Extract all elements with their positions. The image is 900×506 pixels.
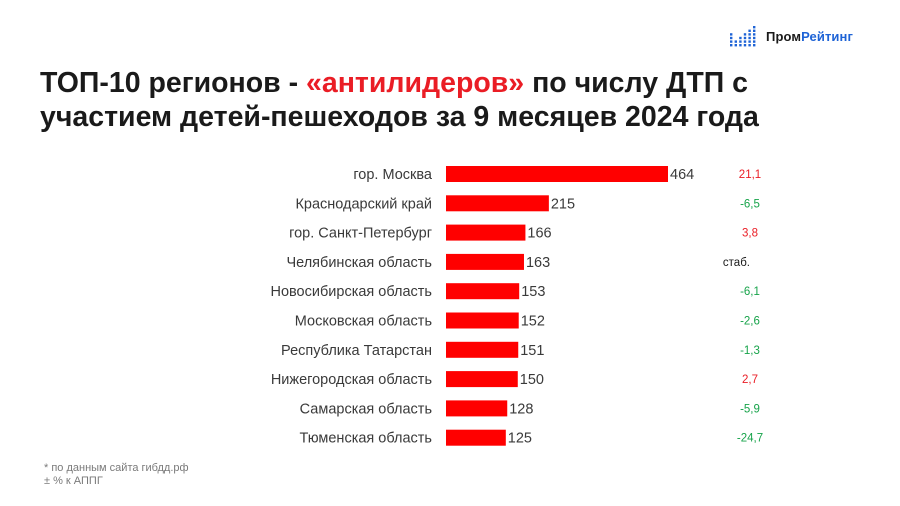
logo-dot <box>753 36 756 40</box>
bar <box>446 429 506 446</box>
bar <box>446 341 519 358</box>
brand-logo: ПромРейтинг <box>728 24 853 48</box>
change-label: стаб. <box>723 257 750 269</box>
value-label: 215 <box>551 196 575 212</box>
footnote-source: * по данным сайта гибдд.рф <box>44 462 189 474</box>
logo-dot <box>734 44 737 47</box>
logo-dot <box>753 40 756 43</box>
value-label: 125 <box>508 431 532 447</box>
logo-dot <box>739 36 742 40</box>
logo-dot <box>743 44 747 47</box>
change-label: -5,9 <box>740 403 760 415</box>
change-label: -6,5 <box>740 198 760 210</box>
change-label: -6,1 <box>740 286 760 298</box>
category-label: Нижегородская область <box>271 372 432 388</box>
logo-dot <box>753 44 756 47</box>
logo-dot <box>730 36 733 40</box>
bar <box>446 224 526 241</box>
change-label: 3,8 <box>742 228 758 240</box>
logo-dot <box>743 36 747 40</box>
value-label: 151 <box>520 343 544 359</box>
category-label: Тюменская область <box>299 431 432 447</box>
logo-dot <box>748 29 751 32</box>
value-label: 163 <box>526 255 550 271</box>
bar <box>446 371 518 388</box>
bar <box>446 166 668 182</box>
logo-dot <box>748 40 751 43</box>
logo-dot <box>753 26 756 29</box>
logo-dot <box>730 40 733 43</box>
category-label: Новосибирская область <box>270 284 432 300</box>
logo-dot <box>743 40 747 43</box>
change-label: -1,3 <box>740 345 760 357</box>
logo-dot <box>748 33 751 36</box>
category-label: Челябинская область <box>286 255 432 271</box>
bar <box>446 283 520 300</box>
change-label: -2,6 <box>740 316 760 328</box>
footnote-change-legend: ± % к АППГ <box>44 475 103 487</box>
bar <box>446 195 549 212</box>
category-label: Краснодарский край <box>295 196 432 212</box>
logo-dot <box>734 40 737 43</box>
change-label: -24,7 <box>737 433 763 445</box>
title-part1: ТОП-10 регионов - <box>40 67 306 99</box>
logo-dot <box>748 44 751 47</box>
bar <box>446 312 519 329</box>
logo-dot <box>743 33 747 36</box>
value-label: 128 <box>509 401 533 417</box>
value-label: 153 <box>521 284 545 300</box>
title-part2: по числу ДТП с участием детей-пешеходов … <box>40 67 759 133</box>
brand-name: ПромРейтинг <box>766 29 853 44</box>
logo-dot <box>730 44 733 47</box>
logo-dot <box>753 33 756 36</box>
category-label: Московская область <box>295 314 432 330</box>
logo-dot <box>748 36 751 40</box>
value-label: 166 <box>527 226 551 242</box>
bar <box>446 253 524 270</box>
category-label: Республика Татарстан <box>281 343 432 359</box>
bar <box>446 400 508 417</box>
footnote: * по данным сайта гибдд.рф ± % к АППГ <box>44 462 189 488</box>
category-label: гор. Москва <box>353 167 433 183</box>
change-label: 21,1 <box>739 169 761 181</box>
brand-name-part2: Рейтинг <box>801 28 853 44</box>
category-label: гор. Санкт-Петербург <box>289 226 432 242</box>
brand-name-part1: Пром <box>766 28 802 44</box>
category-label: Самарская область <box>300 401 432 417</box>
logo-dot <box>739 40 742 43</box>
change-label: 2,7 <box>742 374 758 386</box>
value-label: 150 <box>520 372 544 388</box>
bar-dots-logo-icon <box>730 26 756 47</box>
chart-title: ТОП-10 регионов - «антилидеров» по числу… <box>40 66 880 134</box>
logo-dot <box>730 33 733 36</box>
value-label: 464 <box>670 167 694 183</box>
value-label: 152 <box>521 314 545 330</box>
logo-dot <box>753 29 756 32</box>
title-highlight: «антилидеров» <box>306 67 525 99</box>
logo-dot <box>739 44 742 47</box>
